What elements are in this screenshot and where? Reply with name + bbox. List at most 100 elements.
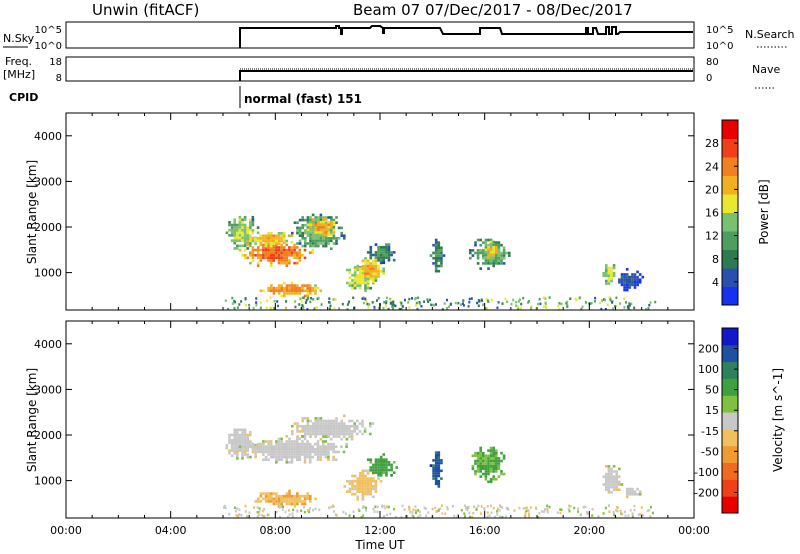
- heatmap-cell: [361, 273, 365, 277]
- heatmap-cell: [335, 216, 338, 219]
- heatmap-cell: [385, 251, 388, 254]
- heatmap-cell: [479, 459, 482, 463]
- heatmap-cell: [233, 441, 236, 445]
- heatmap-cell: [327, 430, 330, 433]
- heatmap-cell: [259, 494, 263, 498]
- heatmap-cell: [295, 448, 299, 451]
- heatmap-cell: [487, 245, 490, 249]
- heatmap-cell: [306, 242, 310, 245]
- heatmap-cell: [246, 453, 250, 456]
- heatmap-cell: [330, 239, 333, 243]
- heatmap-cell: [484, 457, 488, 460]
- heatmap-cell: [482, 454, 485, 458]
- heatmap-cell: [311, 231, 315, 235]
- heatmap-cell: [603, 298, 605, 301]
- heatmap-cell: [566, 305, 569, 308]
- heatmap-cell: [437, 451, 441, 454]
- heatmap-cell: [306, 226, 310, 230]
- heatmap-cell: [434, 459, 438, 462]
- heatmap-cell: [434, 456, 438, 460]
- heatmap-cell: [243, 231, 247, 235]
- heatmap-cell: [480, 505, 483, 508]
- heatmap-cell: [540, 510, 543, 513]
- freq-unit: [MHz]: [3, 68, 35, 81]
- heatmap-cell: [277, 453, 281, 456]
- heatmap-cell: [471, 254, 475, 257]
- heatmap-cell: [306, 445, 309, 448]
- heatmap-cell: [303, 289, 307, 293]
- heatmap-cell: [236, 228, 239, 232]
- heatmap-cell: [382, 258, 386, 262]
- heatmap-cell: [241, 428, 244, 432]
- heatmap-cell: [280, 231, 283, 235]
- heatmap-cell: [246, 449, 249, 452]
- heatmap-cell: [322, 231, 325, 234]
- heatmap-cell: [343, 430, 346, 433]
- heatmap-cell: [490, 504, 492, 508]
- heatmap-cell: [230, 239, 234, 242]
- heatmap-cell: [623, 283, 626, 287]
- nsky-panel-frame: [65, 21, 695, 49]
- heatmap-cell: [434, 461, 438, 465]
- heatmap-cell: [288, 461, 291, 464]
- heatmap-cell: [238, 433, 242, 437]
- heatmap-cell: [327, 435, 330, 438]
- heatmap-cell: [280, 502, 283, 506]
- heatmap-cell: [356, 427, 359, 431]
- heatmap-cell: [565, 302, 568, 305]
- heatmap-cell: [256, 448, 260, 451]
- heatmap-cell: [330, 422, 333, 425]
- heatmap-cell: [285, 251, 289, 254]
- heatmap-cell: [604, 506, 607, 510]
- heatmap-cell: [233, 306, 236, 310]
- heatmap-cell: [259, 442, 263, 446]
- heatmap-cell: [474, 470, 477, 473]
- heatmap-cell: [275, 248, 278, 252]
- heatmap-cell: [243, 237, 247, 240]
- heatmap-cell: [497, 253, 501, 257]
- heatmap-cell: [573, 506, 576, 510]
- heatmap-cell: [346, 303, 349, 306]
- heatmap-cell: [330, 505, 333, 509]
- heatmap-cell: [316, 450, 320, 454]
- heatmap-cell: [390, 468, 393, 472]
- heatmap-cell: [324, 453, 328, 456]
- heatmap-cell: [610, 480, 613, 484]
- heatmap-cell: [256, 237, 260, 240]
- heatmap-cell: [645, 308, 647, 311]
- heatmap-cell: [294, 305, 297, 309]
- heatmap-cell: [374, 262, 378, 265]
- heatmap-cell: [468, 301, 471, 304]
- heatmap-cell: [306, 424, 310, 428]
- heatmap-cell: [618, 278, 621, 281]
- heatmap-cell: [492, 446, 495, 450]
- heatmap-cell: [633, 273, 637, 276]
- heatmap-cell: [631, 283, 634, 287]
- heatmap-cell: [324, 223, 328, 226]
- heatmap-cell: [489, 262, 493, 265]
- heatmap-cell: [293, 246, 296, 249]
- heatmap-cell: [340, 445, 343, 448]
- heatmap-cell: [377, 270, 380, 273]
- heatmap-cell: [327, 442, 330, 446]
- heatmap-cell: [387, 258, 391, 262]
- heatmap-cell: [377, 474, 380, 477]
- heatmap-cell: [387, 245, 391, 249]
- heatmap-cell: [479, 475, 482, 478]
- heatmap-cell: [432, 251, 435, 255]
- heatmap-cell: [303, 455, 307, 459]
- heatmap-cell: [301, 237, 304, 240]
- heatmap-cell: [301, 419, 304, 423]
- heatmap-cell: [516, 305, 519, 308]
- heatmap-cell: [270, 286, 273, 290]
- heatmap-cell: [241, 431, 244, 434]
- heatmap-cell: [314, 432, 317, 436]
- heatmap-cell: [309, 430, 312, 433]
- heatmap-cell: [317, 231, 320, 234]
- heatmap-cell: [340, 231, 343, 235]
- heatmap-cell: [290, 450, 294, 454]
- heatmap-cell: [251, 254, 255, 257]
- heatmap-cell: [613, 513, 616, 517]
- heatmap-cell: [337, 226, 341, 230]
- heatmap-cell: [369, 270, 372, 273]
